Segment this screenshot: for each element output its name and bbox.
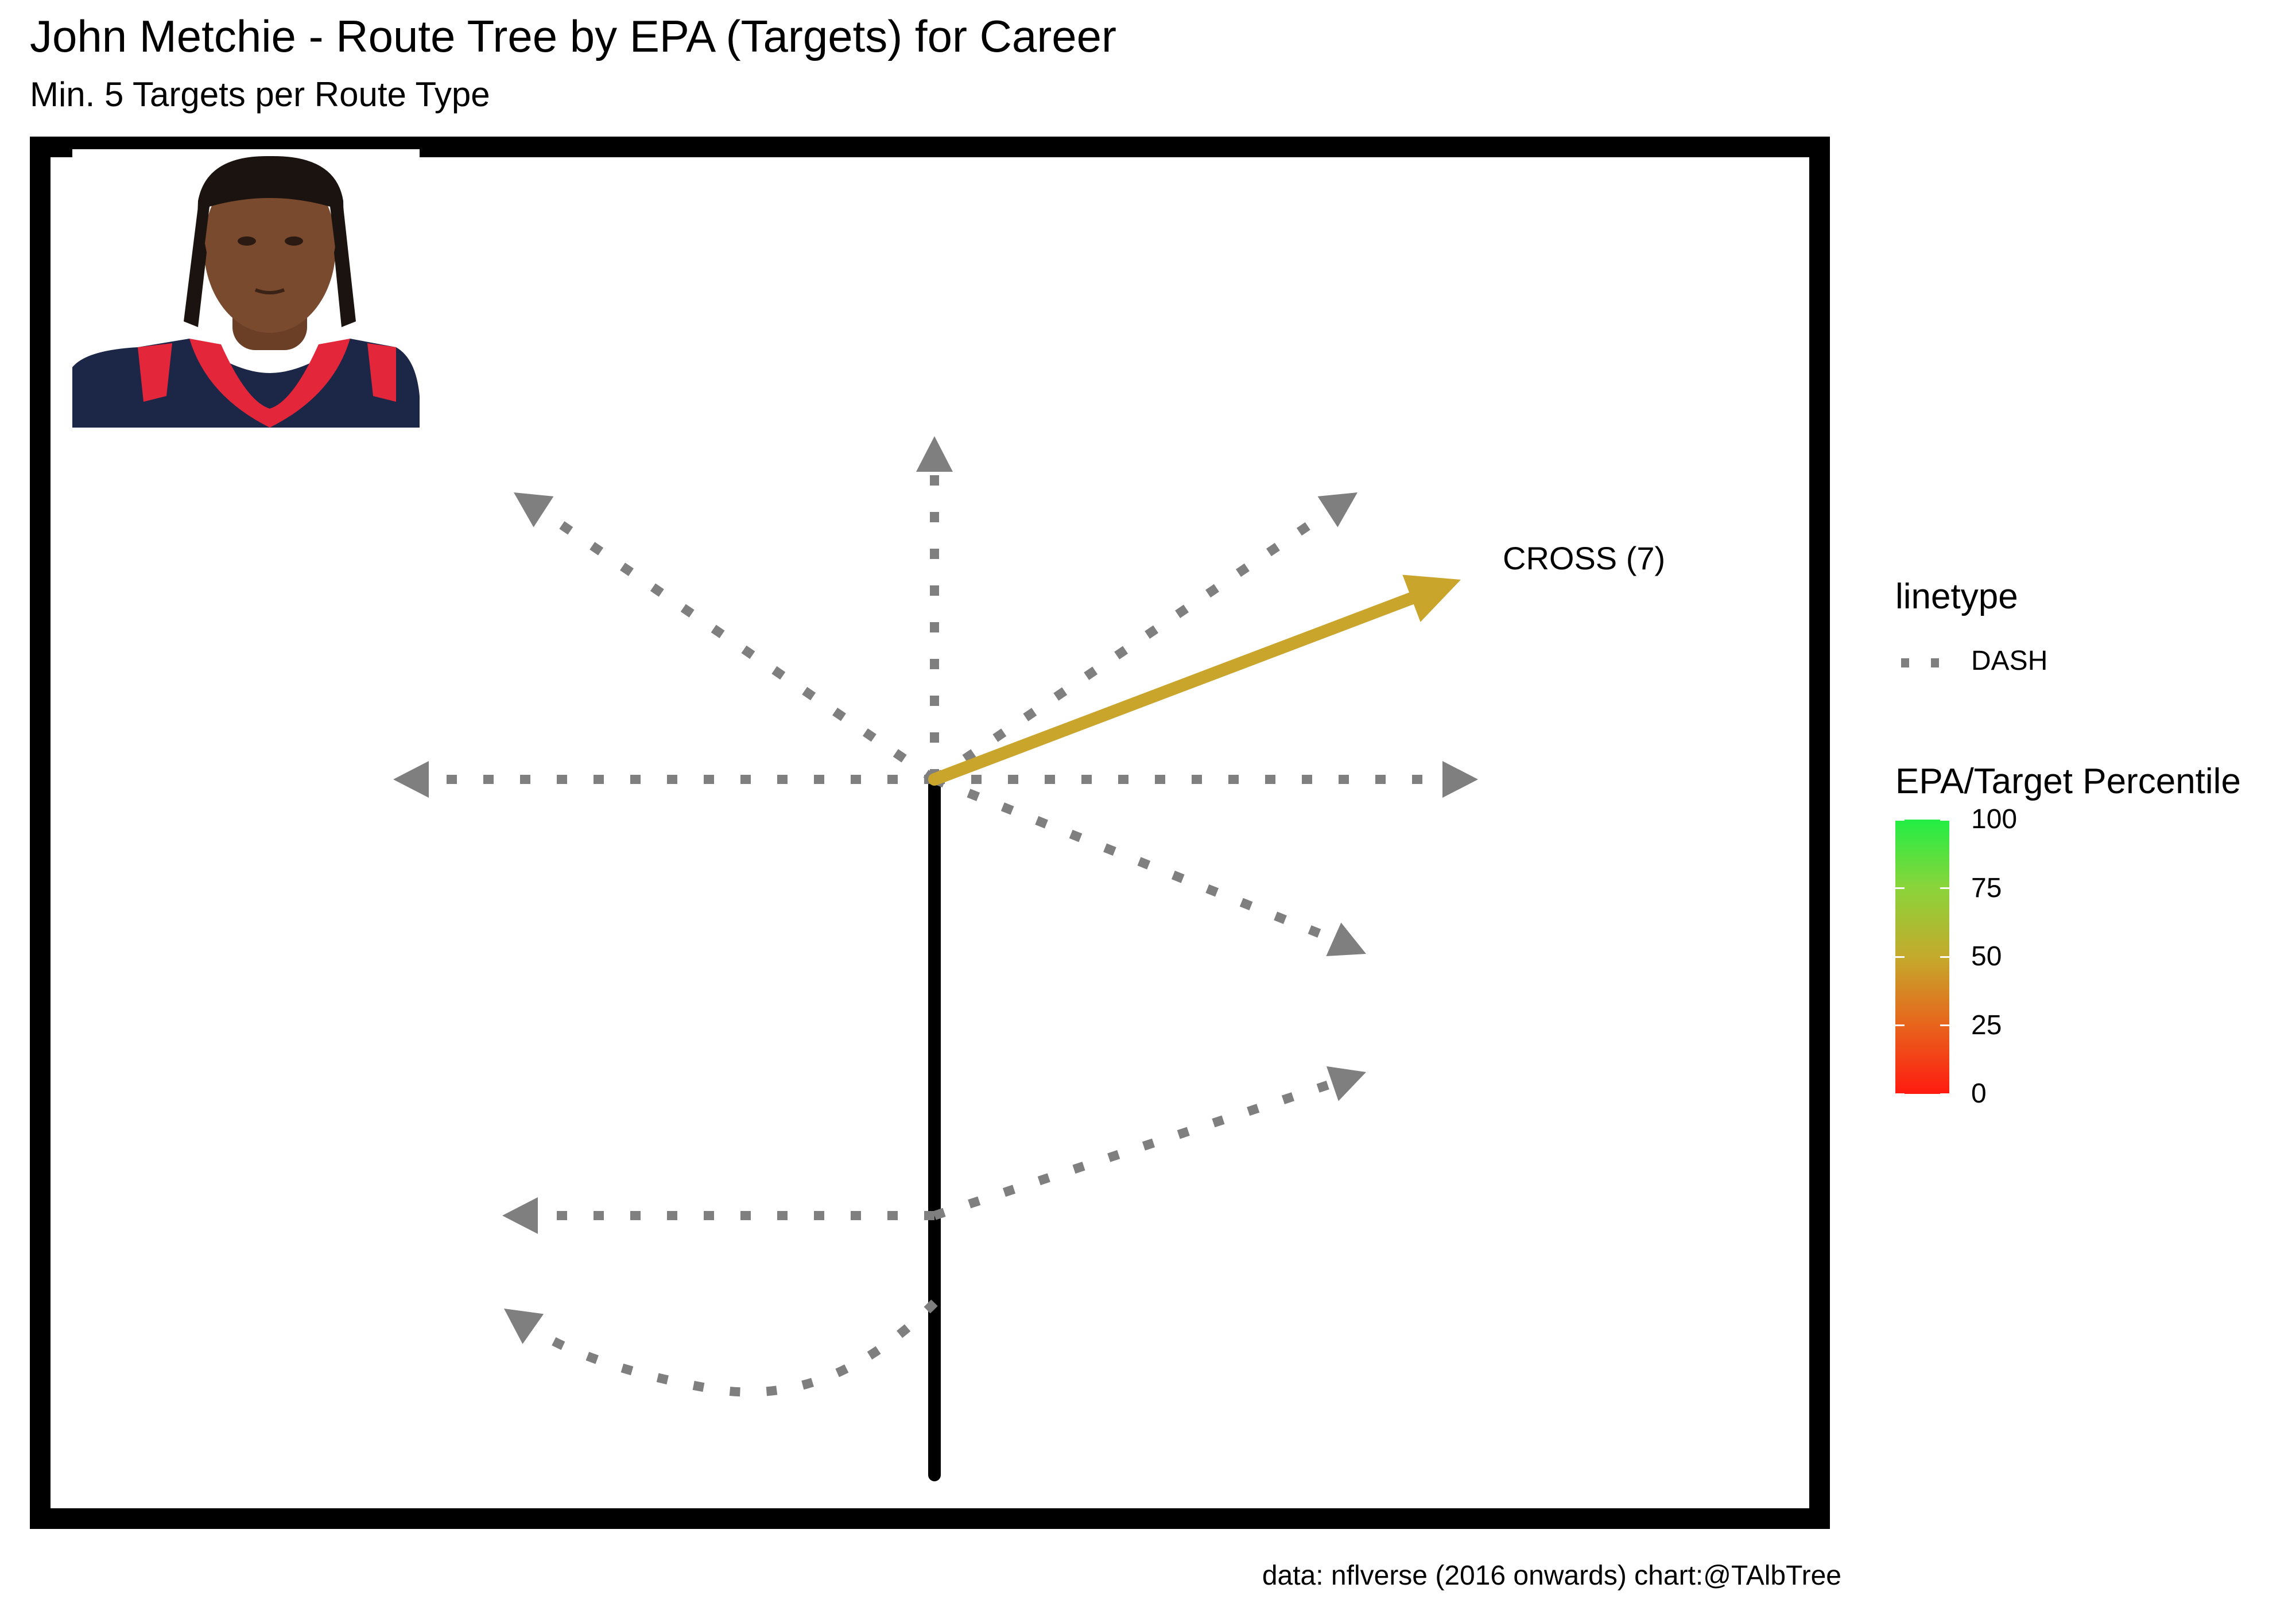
in-route-arrowhead bbox=[393, 761, 429, 798]
colorbar-tick bbox=[1940, 1093, 1949, 1095]
wheel-route-arrowhead bbox=[504, 1309, 544, 1344]
go-route-arrowhead bbox=[916, 436, 953, 472]
dash-legend-label: DASH bbox=[1971, 646, 2048, 676]
wheel-route bbox=[519, 1299, 938, 1397]
colorbar-tick bbox=[1940, 887, 1949, 889]
color-legend-title: EPA/Target Percentile bbox=[1895, 762, 2241, 801]
chart-title: John Metchie - Route Tree by EPA (Target… bbox=[30, 11, 1117, 61]
player-headshot bbox=[72, 149, 420, 428]
hitch-route-arrowhead bbox=[502, 1197, 538, 1234]
cross-route-label: CROSS (7) bbox=[1503, 540, 1665, 576]
chart-caption: data: nflverse (2016 onwards) chart:@TAl… bbox=[1262, 1561, 1841, 1591]
slant-route bbox=[933, 775, 1348, 949]
colorbar-tick-label: 0 bbox=[1971, 1078, 1987, 1109]
colorbar-tick-label: 100 bbox=[1971, 804, 2018, 834]
colorbar-tick-label: 25 bbox=[1971, 1010, 2002, 1041]
slant-route-arrowhead bbox=[1326, 922, 1366, 957]
chart-subtitle: Min. 5 Targets per Route Type bbox=[30, 75, 490, 114]
dash-legend-key bbox=[1901, 658, 1953, 667]
colorbar-tick-label: 50 bbox=[1971, 941, 2002, 972]
colorbar-tick bbox=[1895, 956, 1905, 958]
flat-route bbox=[933, 1074, 1348, 1220]
post-route bbox=[932, 500, 1343, 783]
post-route-arrowhead bbox=[1317, 492, 1358, 527]
routes-layer bbox=[393, 436, 1478, 1481]
cross-route bbox=[928, 583, 1441, 786]
colorbar-tick bbox=[1940, 956, 1949, 958]
colorbar-tick bbox=[1895, 1093, 1905, 1095]
cross-route-arrowhead bbox=[1402, 575, 1461, 622]
colorbar-tick bbox=[1895, 887, 1905, 889]
colorbar-tick-label: 75 bbox=[1971, 872, 2002, 903]
corner-route-arrowhead bbox=[514, 492, 554, 527]
out-route-arrowhead bbox=[1442, 761, 1478, 798]
corner-route bbox=[528, 500, 937, 783]
colorbar-tick bbox=[1895, 818, 1905, 821]
linetype-legend-title: linetype bbox=[1895, 577, 2018, 616]
flat-route-arrowhead bbox=[1326, 1066, 1366, 1101]
colorbar-tick bbox=[1895, 1024, 1905, 1026]
colorbar-tick bbox=[1940, 818, 1949, 821]
colorbar-tick bbox=[1940, 1024, 1949, 1026]
